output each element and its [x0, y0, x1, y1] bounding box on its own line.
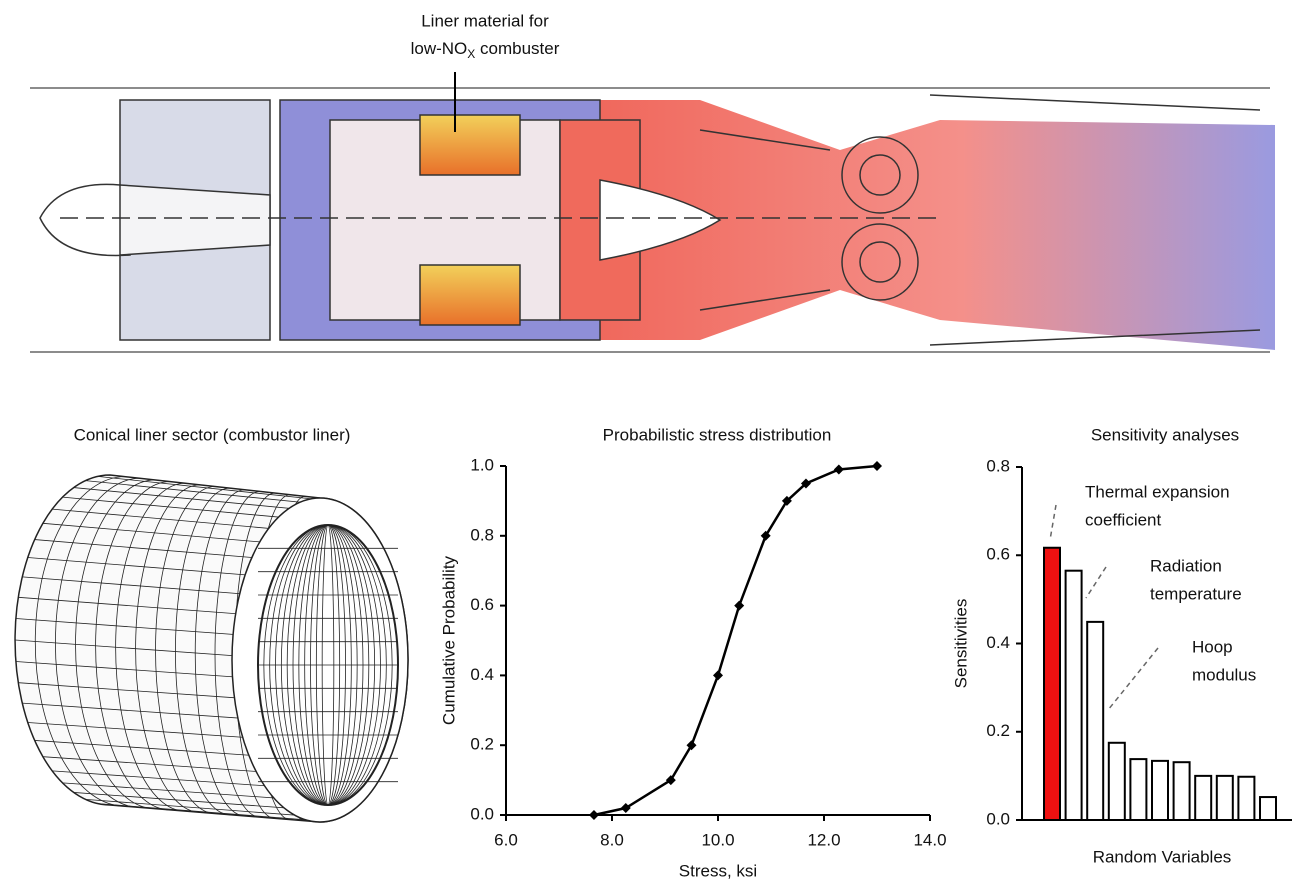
x-tick-label: 14.0 [913, 830, 946, 849]
engine-drawing [30, 72, 1275, 352]
y-tick-label: 0.8 [986, 456, 1010, 475]
bar-annotation: temperature [1150, 584, 1242, 603]
bar-annotation: Radiation [1150, 556, 1222, 575]
bar [1195, 776, 1211, 820]
x-axis-label: Stress, ksi [679, 861, 757, 880]
line [594, 466, 877, 815]
y-tick-label: 0.0 [986, 809, 1010, 828]
y-tick-label: 0.0 [470, 804, 494, 823]
engine-annotation: low-NOX combuster [411, 39, 560, 61]
bar-annotation: Thermal expansion [1085, 482, 1230, 501]
bar [1130, 759, 1146, 820]
y-tick-label: 1.0 [470, 455, 494, 474]
point [713, 670, 723, 680]
bar [1109, 743, 1125, 820]
leader-line [1108, 648, 1158, 710]
engine-annotation: Liner material for [421, 11, 549, 30]
y-axis-label: Sensitivities [951, 599, 970, 689]
y-tick-label: 0.4 [986, 633, 1010, 652]
y-tick-label: 0.6 [986, 545, 1010, 564]
x-axis-label: Random Variables [1093, 847, 1232, 866]
bar-annotation: coefficient [1085, 510, 1162, 529]
bar-annotation: modulus [1192, 665, 1256, 684]
bar [1174, 762, 1190, 820]
mesh-drawing [15, 475, 408, 822]
point [834, 464, 844, 474]
x-tick-label: 6.0 [494, 830, 518, 849]
x-tick-label: 12.0 [807, 830, 840, 849]
y-tick-label: 0.2 [986, 721, 1010, 740]
bar [1260, 797, 1276, 820]
y-tick-label: 0.8 [470, 525, 494, 544]
point [872, 461, 882, 471]
bar [1238, 777, 1254, 820]
point [589, 810, 599, 820]
bar [1087, 622, 1103, 820]
bar-annotation: Hoop [1192, 637, 1233, 656]
y-axis-label: Cumulative Probability [439, 555, 458, 725]
leader-line [1050, 505, 1056, 540]
bar [1152, 761, 1168, 820]
x-tick-label: 10.0 [701, 830, 734, 849]
chart-title: Probabilistic stress distribution [603, 425, 832, 444]
mesh-title: Conical liner sector (combustor liner) [74, 425, 351, 444]
bar [1217, 776, 1233, 820]
x-tick-label: 8.0 [600, 830, 624, 849]
y-tick-label: 0.4 [470, 665, 494, 684]
y-tick-label: 0.6 [470, 595, 494, 614]
point [734, 601, 744, 611]
leader-line [1086, 567, 1106, 598]
bar [1044, 548, 1060, 820]
chart-title: Sensitivity analyses [1091, 425, 1239, 444]
annotation-part: combuster [475, 39, 559, 58]
figure: Liner material for low-NOX combuster Con… [0, 0, 1294, 882]
axis [506, 466, 930, 815]
annotation-subscript: X [467, 47, 475, 61]
annotation-part: low-NO [411, 39, 468, 58]
y-tick-label: 0.2 [470, 735, 494, 754]
bar [1066, 571, 1082, 820]
